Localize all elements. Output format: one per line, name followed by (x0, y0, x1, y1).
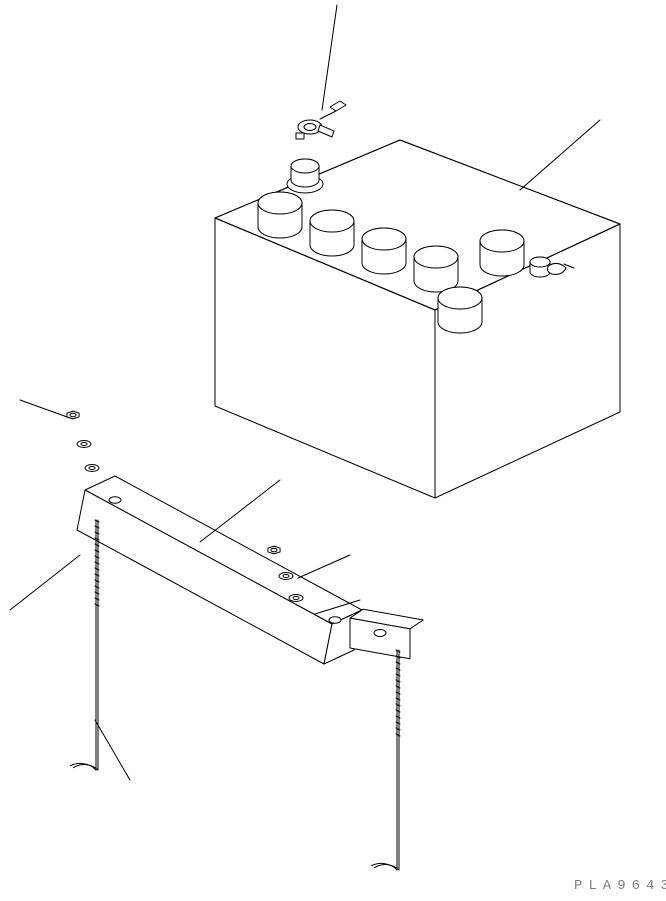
leader-line (298, 555, 350, 578)
leader-line (322, 5, 337, 110)
leader-line (20, 400, 70, 418)
drawing-code-label: PLA9643 (574, 878, 666, 894)
leader-line (200, 480, 280, 542)
leader-line (95, 720, 130, 780)
leader-line (520, 120, 600, 190)
leader-line (10, 555, 80, 610)
diagram-canvas (0, 0, 666, 901)
